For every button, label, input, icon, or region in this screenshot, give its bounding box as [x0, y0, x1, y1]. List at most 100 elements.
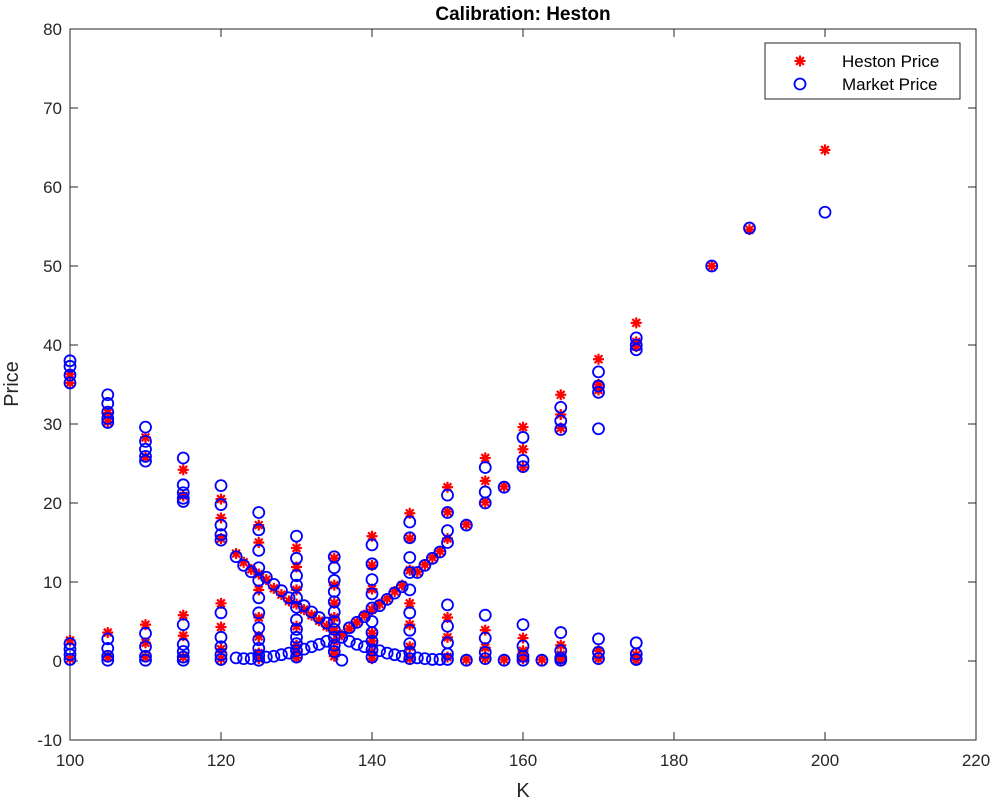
heston-price-point — [177, 464, 189, 476]
market-price-point — [290, 644, 303, 658]
market-price-point — [139, 420, 152, 434]
market-price-point — [418, 652, 432, 666]
legend-heston-label: Heston Price — [842, 52, 939, 71]
market-price-point — [478, 496, 492, 510]
market-price-series — [63, 205, 832, 667]
market-price-point — [554, 414, 568, 428]
market-price-point — [554, 626, 568, 639]
market-price-point — [305, 640, 319, 654]
market-price-point — [365, 601, 379, 615]
y-tick-label: 80 — [43, 20, 62, 39]
market-price-point — [592, 379, 605, 393]
market-price-point — [516, 618, 530, 632]
market-price-point — [629, 647, 643, 661]
heston-price-point — [460, 653, 472, 665]
market-price-point — [516, 453, 530, 467]
market-price-point — [214, 630, 228, 644]
market-price-point — [441, 653, 454, 666]
market-price-point — [743, 221, 756, 235]
market-price-point — [290, 630, 303, 644]
market-price-point — [214, 533, 228, 547]
market-price-point — [365, 587, 379, 601]
market-price-point — [818, 205, 832, 219]
market-price-point — [139, 434, 152, 448]
market-price-point — [516, 460, 530, 474]
market-price-point — [395, 580, 409, 594]
market-price-point — [441, 598, 454, 612]
heston-price-point — [177, 609, 189, 621]
heston-price-point — [404, 507, 416, 519]
legend-heston-asterisk — [794, 55, 806, 67]
market-price-point — [410, 566, 424, 579]
market-price-point — [176, 638, 190, 651]
market-price-point — [252, 544, 266, 557]
market-price-point — [516, 649, 530, 663]
y-tick-label: 20 — [43, 494, 62, 513]
market-price-point — [214, 518, 228, 532]
market-price-point — [176, 653, 190, 667]
market-price-point — [554, 423, 568, 436]
market-price-point — [214, 479, 228, 493]
heston-price-point — [630, 317, 642, 329]
market-price-point — [365, 573, 379, 587]
market-price-point — [267, 649, 281, 663]
market-price-point — [497, 480, 511, 494]
market-price-point — [441, 619, 454, 633]
market-price-point — [63, 368, 77, 382]
market-price-point — [214, 498, 228, 511]
y-axis-title: Price — [1, 361, 23, 407]
market-price-point — [320, 616, 334, 630]
market-price-point — [176, 451, 190, 465]
market-price-point — [441, 536, 454, 549]
market-price-point — [63, 653, 77, 666]
x-tick-label: 200 — [811, 751, 839, 770]
market-price-point — [176, 645, 190, 658]
market-price-point — [252, 523, 266, 537]
market-price-point — [237, 559, 251, 572]
market-price-point — [410, 651, 424, 665]
market-price-point — [705, 259, 719, 273]
market-price-point — [403, 583, 417, 597]
market-price-point — [403, 566, 417, 579]
market-price-point — [252, 574, 266, 587]
market-price-point — [297, 599, 311, 613]
market-price-point — [327, 561, 341, 575]
heston-price-point — [460, 518, 472, 530]
market-price-point — [63, 354, 77, 368]
market-price-point — [554, 644, 568, 658]
legend-market-circle — [793, 77, 807, 91]
heston-price-point — [291, 542, 302, 554]
market-price-point — [214, 648, 228, 662]
y-axis-ticks: -10 0 10 20 30 40 50 60 70 80 — [37, 20, 976, 750]
market-price-point — [478, 631, 492, 645]
market-price-point — [516, 653, 530, 667]
heston-price-point — [479, 496, 491, 508]
market-price-point — [327, 623, 341, 636]
market-price-point — [380, 592, 394, 606]
market-price-point — [478, 652, 492, 666]
market-price-point — [267, 577, 281, 591]
market-price-point — [403, 652, 417, 666]
market-price-point — [320, 634, 334, 648]
x-tick-label: 140 — [358, 751, 386, 770]
heston-price-point — [517, 421, 529, 433]
market-price-point — [380, 646, 394, 660]
market-price-point — [403, 515, 417, 529]
market-price-point — [592, 652, 605, 666]
market-price-point — [214, 528, 228, 541]
market-price-point — [274, 648, 288, 662]
market-price-point — [139, 626, 152, 640]
market-price-point — [252, 561, 266, 575]
market-price-point — [335, 630, 349, 644]
market-price-point — [592, 632, 605, 646]
market-price-point — [101, 412, 115, 425]
market-price-point — [365, 650, 379, 664]
market-price-point — [478, 645, 492, 659]
market-price-point — [176, 495, 190, 508]
heston-price-point — [442, 612, 453, 624]
market-price-point — [290, 650, 303, 664]
market-price-point — [403, 623, 417, 637]
market-price-point — [327, 630, 341, 644]
market-price-point — [252, 506, 266, 519]
heston-price-point — [140, 619, 151, 631]
